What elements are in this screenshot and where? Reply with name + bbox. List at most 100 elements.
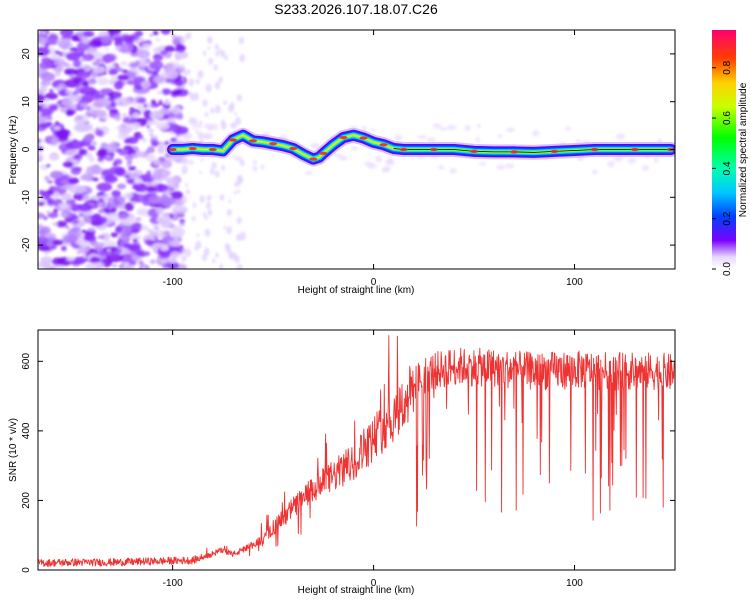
snr-y-tick-label: 0 (21, 567, 32, 573)
noise-blob (169, 240, 181, 247)
noise-blob (181, 254, 187, 263)
noise-blob (160, 196, 176, 207)
noise-blob (120, 263, 132, 269)
noise-blob (615, 133, 626, 140)
chart-title: S233.2026.107.18.07.C26 (274, 1, 438, 17)
noise-blob (107, 30, 122, 35)
snr-x-tick-label: 100 (566, 578, 583, 589)
noise-blob (235, 116, 242, 126)
noise-blob (65, 140, 84, 150)
noise-blob (146, 170, 152, 175)
snr-plot-area (38, 330, 675, 570)
noise-blob (214, 43, 220, 51)
noise-blob (81, 36, 89, 44)
noise-blob (112, 161, 118, 167)
noise-blob (38, 46, 51, 57)
noise-blob (218, 76, 223, 83)
noise-blob (113, 97, 132, 107)
noise-blob (89, 256, 101, 264)
noise-blob (136, 207, 150, 216)
snr-x-tick-label: 0 (371, 578, 377, 589)
noise-blob (182, 170, 186, 175)
noise-blob (65, 109, 75, 117)
noise-blob (162, 230, 171, 236)
noise-blob (38, 115, 47, 124)
noise-blob (94, 98, 109, 108)
noise-blob (135, 217, 142, 222)
noise-blob (205, 201, 212, 210)
noise-blob (53, 126, 61, 131)
noise-blob (92, 66, 106, 74)
noise-blob (49, 186, 56, 191)
noise-blob (82, 196, 88, 202)
spectrogram-x-axis-label: Height of straight line (km) (298, 285, 415, 296)
noise-blob (186, 159, 195, 165)
spectrogram-y-tick-label: 10 (21, 96, 32, 108)
noise-blob (41, 57, 52, 64)
noise-blob (43, 216, 48, 221)
noise-blob (114, 167, 126, 177)
noise-blob (152, 134, 159, 139)
noise-blob (160, 219, 173, 229)
noise-blob (40, 31, 47, 35)
noise-blob (44, 175, 50, 181)
noise-blob (75, 154, 80, 158)
noise-blob (44, 43, 50, 48)
noise-blob (57, 40, 72, 49)
noise-blob (84, 262, 98, 269)
noise-blob (151, 140, 159, 147)
noise-blob (78, 213, 85, 218)
noise-blob (432, 123, 442, 129)
noise-blob (196, 122, 203, 129)
noise-blob (44, 92, 59, 100)
noise-blob (155, 207, 165, 215)
noise-blob (96, 182, 113, 192)
noise-blob (136, 103, 144, 110)
noise-blob (168, 256, 178, 264)
ridge-hotspot (188, 146, 197, 151)
noise-blob (214, 81, 221, 90)
noise-blob (130, 228, 140, 234)
noise-blob (76, 115, 84, 121)
noise-blob (181, 156, 188, 165)
noise-blob (152, 30, 159, 36)
noise-blob (119, 253, 134, 263)
snr-panel: -100 0 100 0 200 400 600 Height of straight li… (8, 329, 676, 596)
noise-blob (111, 190, 121, 198)
noise-blob (134, 235, 141, 240)
noise-blob (192, 118, 198, 125)
noise-blob (234, 181, 239, 188)
noise-blob (202, 50, 207, 56)
noise-blob (149, 60, 164, 70)
colorbar-label: Normalized spectral amplitude (738, 82, 749, 217)
noise-blob (199, 195, 205, 203)
noise-blob (653, 156, 659, 163)
noise-blob (90, 96, 99, 101)
noise-blob (206, 35, 213, 44)
noise-blob (72, 59, 82, 68)
noise-blob (48, 153, 60, 161)
noise-blob (197, 69, 204, 79)
noise-blob (201, 254, 207, 262)
noise-blob (47, 211, 59, 219)
noise-blob (446, 124, 457, 130)
noise-blob (565, 126, 571, 131)
noise-blob (103, 193, 111, 197)
noise-blob (228, 251, 235, 260)
noise-blob (223, 100, 227, 106)
noise-blob (137, 135, 144, 140)
noise-blob (105, 104, 113, 110)
noise-blob (130, 153, 137, 158)
ridge-hotspot (289, 146, 298, 151)
snr-y-axis-label: SNR (10 * v/v) (8, 418, 19, 482)
noise-blob (81, 229, 87, 234)
spectrogram-x-tick-label: 100 (566, 277, 583, 288)
noise-blob (154, 223, 160, 228)
noise-blob (211, 123, 219, 131)
noise-blob (209, 167, 215, 175)
ridge-hotspot (550, 149, 559, 154)
noise-blob (65, 149, 79, 156)
noise-blob (120, 61, 127, 66)
noise-blob (79, 86, 96, 96)
noise-blob (38, 142, 41, 147)
